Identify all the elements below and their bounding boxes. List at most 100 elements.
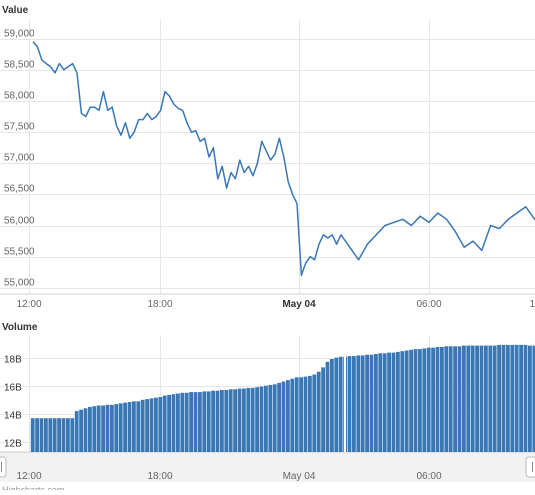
- volume-bar: [334, 358, 338, 452]
- volume-bar: [326, 362, 330, 452]
- volume-bar: [242, 389, 246, 452]
- volume-bar: [365, 355, 369, 452]
- volume-bar: [62, 418, 66, 452]
- volume-bar: [422, 348, 426, 452]
- price-y-tick-label: 55,000: [4, 278, 35, 289]
- volume-bar: [304, 377, 308, 452]
- volume-bar: [119, 403, 123, 452]
- volume-bar: [383, 353, 387, 452]
- volume-bar: [106, 405, 110, 452]
- volume-bar: [444, 346, 448, 452]
- navigator-left-handle-icon[interactable]: [0, 457, 6, 477]
- volume-bar: [528, 346, 532, 452]
- volume-bar: [216, 391, 220, 452]
- volume-bar: [172, 394, 176, 452]
- volume-bar: [198, 392, 202, 452]
- volume-bar: [282, 382, 286, 453]
- volume-bar: [436, 347, 440, 452]
- volume-bar: [290, 379, 294, 452]
- volume-x-tick-label: 18:00: [147, 471, 172, 482]
- volume-bar: [405, 351, 409, 453]
- navigator-right-handle-icon[interactable]: [526, 457, 535, 477]
- volume-y-tick-label: 16B: [4, 383, 22, 394]
- volume-bar: [312, 375, 316, 453]
- volume-bar: [75, 411, 79, 452]
- volume-bar: [128, 402, 132, 452]
- volume-bar: [114, 404, 118, 452]
- volume-bar: [224, 390, 228, 452]
- volume-bar: [158, 397, 162, 452]
- volume-bar: [286, 380, 290, 452]
- credits-text: Highcharts.com: [2, 485, 65, 490]
- volume-bar: [449, 346, 453, 452]
- price-x-tick-label: May 04: [282, 299, 316, 310]
- volume-bar: [339, 357, 343, 452]
- volume-bar: [70, 418, 74, 452]
- volume-bar: [84, 408, 88, 452]
- volume-bar: [31, 418, 35, 452]
- volume-bar: [519, 345, 523, 452]
- volume-bar: [295, 377, 299, 452]
- volume-bar: [180, 393, 184, 452]
- volume-bar: [321, 367, 325, 452]
- volume-bar: [211, 391, 215, 452]
- volume-bar: [255, 387, 259, 452]
- price-y-tick-label: 57,000: [4, 153, 35, 164]
- price-pane-title: Value: [2, 5, 29, 16]
- volume-bar: [92, 406, 96, 452]
- volume-bar: [475, 346, 479, 452]
- volume-bar: [202, 391, 206, 452]
- volume-bar: [260, 387, 264, 453]
- volume-bar: [370, 355, 374, 452]
- volume-bar: [145, 399, 149, 452]
- volume-bar: [330, 359, 334, 452]
- volume-bar: [348, 356, 352, 452]
- price-y-tick-label: 58,500: [4, 60, 35, 71]
- navigator-right-handle-box[interactable]: [526, 457, 535, 477]
- volume-pane-title: Volume: [2, 322, 38, 333]
- volume-bar: [154, 398, 158, 452]
- volume-bar: [484, 346, 488, 452]
- navigator-left-handle-box[interactable]: [0, 457, 6, 477]
- volume-bar: [40, 418, 44, 452]
- price-y-tick-label: 59,000: [4, 29, 35, 40]
- price-y-tick-label: 58,000: [4, 91, 35, 102]
- volume-bar: [57, 418, 61, 452]
- volume-bar: [440, 347, 444, 452]
- price-x-tick-label: 06:00: [416, 299, 441, 310]
- volume-bar: [396, 352, 400, 452]
- volume-bar: [488, 346, 492, 452]
- volume-bar: [251, 388, 255, 452]
- volume-bar: [400, 351, 404, 452]
- price-y-tick-label: 56,000: [4, 216, 35, 227]
- price-x-tick-label: 18:00: [147, 299, 172, 310]
- volume-bar: [431, 348, 435, 452]
- volume-bar: [44, 418, 48, 452]
- volume-bar: [374, 354, 378, 452]
- volume-x-tick-label: May 04: [283, 471, 316, 482]
- price-x-tick-label: 1: [529, 299, 535, 310]
- volume-bar: [264, 386, 268, 452]
- volume-bar: [277, 383, 281, 452]
- price-y-tick-label: 57,500: [4, 122, 35, 133]
- volume-bar: [497, 345, 501, 452]
- volume-bar: [97, 406, 101, 453]
- volume-bar: [361, 355, 365, 452]
- volume-bar: [233, 389, 237, 452]
- volume-bar: [150, 398, 154, 452]
- volume-bar: [471, 346, 475, 452]
- volume-bar: [48, 418, 52, 452]
- volume-bar: [268, 385, 272, 452]
- price-y-tick-label: 56,500: [4, 184, 35, 195]
- volume-bar: [220, 390, 224, 452]
- volume-bar: [506, 345, 510, 452]
- volume-bar: [88, 407, 92, 452]
- volume-bar: [352, 356, 356, 452]
- volume-bar: [409, 350, 413, 452]
- volume-bar: [356, 355, 360, 452]
- volume-y-tick-label: 14B: [4, 411, 22, 422]
- volume-x-tick-label: 06:00: [416, 471, 441, 482]
- volume-bar: [427, 348, 431, 452]
- volume-bar: [466, 346, 470, 452]
